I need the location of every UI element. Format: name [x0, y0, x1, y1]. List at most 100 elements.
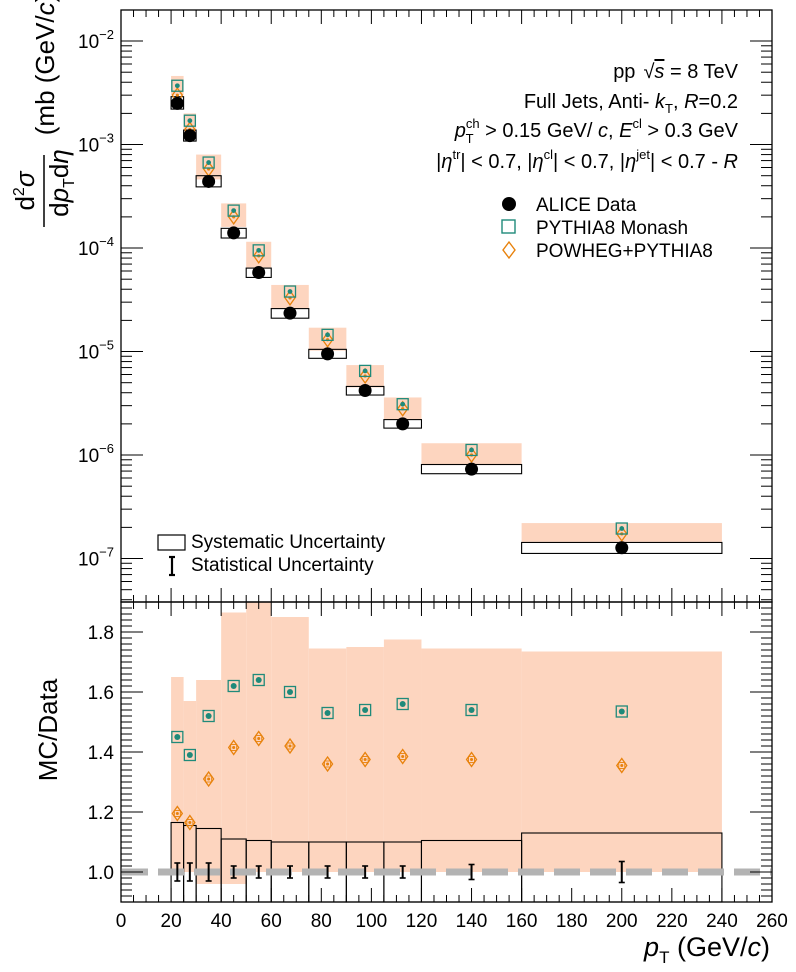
x-tick-label-240: 240	[706, 911, 738, 932]
top-data-point-10	[615, 541, 629, 555]
top-monash-marker-10	[615, 522, 628, 535]
ratio-powheg-dot-7	[363, 758, 367, 761]
ratio-powheg-dot-5	[288, 744, 292, 748]
top-y-tick-label-3: 10−5	[78, 338, 114, 364]
top-monash-dot-9	[469, 447, 474, 453]
ratio-y-tick-label-1.6: 1.6	[88, 683, 114, 704]
top-monash-marker-4	[252, 244, 265, 257]
legend-sys-box	[157, 534, 186, 551]
top-data-point-5	[283, 306, 297, 320]
legend-stat-label: Statistical Uncertainty	[191, 555, 374, 576]
legend-alice-label: ALICE Data	[536, 195, 637, 216]
ratio-y-tick-label-1.0: 1.0	[88, 863, 114, 884]
ratio-y-axis-label: MC/Data	[33, 678, 63, 781]
top-monash-marker-3	[227, 204, 240, 217]
ratio-y-tick-label-1.8: 1.8	[88, 623, 114, 644]
top-monash-dot-4	[256, 247, 262, 253]
top-data-point-6	[321, 347, 335, 361]
top-powheg-marker-7	[359, 367, 371, 385]
top-data-point-0	[170, 96, 184, 110]
ratio-powheg-box-10	[618, 762, 626, 769]
ratio-monash-marker-1	[183, 748, 197, 762]
ratio-powheg-dot-0	[175, 812, 179, 815]
top-monash-dot-1	[187, 118, 193, 124]
legend-powheg-label: POWHEG+PYTHIA8	[536, 241, 713, 262]
annotation-energy: pp √s = 8 TeV	[613, 61, 738, 83]
legend-monash-marker	[501, 219, 516, 234]
top-monash-dot-10	[619, 526, 625, 531]
ratio-monash-marker-6	[321, 706, 334, 720]
x-tick-label-60: 60	[261, 911, 282, 932]
ratio-monash-marker-4	[252, 673, 265, 687]
top-monash-dot-8	[400, 401, 406, 407]
svg-text:d2σ: d2σ	[10, 170, 40, 210]
top-data-point-7	[358, 384, 372, 398]
ratio-powheg-box-2	[205, 775, 213, 783]
ratio-powheg-box-5	[286, 742, 294, 750]
top-data-point-9	[465, 462, 479, 476]
ratio-monash-dot-7	[362, 707, 369, 713]
top-powheg-marker-6	[321, 331, 334, 348]
top-data-point-1	[183, 129, 197, 143]
annotation-jets: Full Jets, Anti- kT, R=0.2	[524, 91, 738, 116]
top-monash-marker-1	[183, 114, 197, 127]
top-powheg-marker-3	[227, 208, 240, 226]
ratio-monash-dot-5	[287, 689, 294, 695]
top-monash-marker-2	[202, 156, 215, 169]
tick-labels: 0 20 40 60 80 100 120 140 160 180 200 220 240 260 10−2…	[78, 27, 788, 932]
top-data-point-4	[252, 266, 266, 280]
ratio-powheg-box-1	[186, 819, 194, 826]
top-monash-dot-3	[231, 208, 237, 214]
ratio-powheg-dot-4	[257, 737, 261, 740]
top-monash-dot-7	[362, 368, 368, 374]
top-monash-dot-6	[325, 332, 330, 338]
x-tick-label-160: 160	[506, 911, 538, 932]
top-data-point-2	[202, 174, 216, 188]
top-powheg-marker-5	[284, 289, 296, 306]
top-monash-marker-7	[358, 364, 372, 378]
ratio-powheg-box-9	[468, 756, 475, 763]
ratio-powheg-dot-9	[470, 758, 474, 761]
ratio-monash-dot-6	[324, 710, 331, 716]
x-axis-label: pT (GeV/c)	[643, 932, 770, 967]
top-monash-marker-5	[283, 285, 297, 298]
top-monash-marker-8	[396, 398, 409, 411]
ratio-monash-dot-0	[174, 734, 181, 740]
legend-sys-label: Systematic Uncertainty	[191, 532, 386, 553]
ratio-powheg-dot-6	[326, 762, 330, 766]
ratio-theory-bands	[171, 602, 722, 884]
ratio-monash-marker-2	[202, 709, 215, 723]
top-y-tick-label-4: 10−6	[78, 441, 114, 467]
legend-monash-label: PYTHIA8 Monash	[536, 218, 688, 239]
svg-text:dpTdη: dpTdη	[44, 149, 78, 217]
x-tick-label-40: 40	[211, 911, 232, 932]
top-powheg-marker-9	[465, 446, 478, 464]
top-band-3	[221, 203, 247, 227]
ratio-monash-marker-10	[615, 705, 628, 718]
ratio-markers	[171, 673, 628, 884]
x-tick-label-180: 180	[556, 911, 588, 932]
ratio-powheg-box-3	[230, 744, 238, 751]
ratio-y-tick-label-1.2: 1.2	[88, 803, 114, 824]
ratio-monash-dot-2	[205, 713, 212, 719]
x-tick-label-80: 80	[311, 911, 332, 932]
ratio-monash-dot-4	[255, 677, 262, 683]
ratio-monash-dot-10	[618, 708, 625, 715]
ratio-band-1	[183, 701, 197, 872]
top-data-point-8	[396, 417, 410, 431]
ratio-powheg-dot-3	[232, 746, 236, 749]
ratio-powheg-box-0	[173, 810, 181, 817]
annotation-cuts: pch T > 0.15 GeV/ c, Ecl > 0.3 GeV	[454, 116, 739, 146]
top-powheg-marker-10	[615, 525, 628, 543]
ratio-monash-dot-3	[230, 683, 237, 689]
ratio-powheg-box-6	[324, 760, 332, 768]
x-tick-label-140: 140	[456, 911, 488, 932]
ratio-monash-marker-7	[358, 703, 372, 717]
x-tick-label-120: 120	[406, 911, 438, 932]
legend-models: ALICE Data PYTHIA8 Monash POWHEG+PYTHIA8	[501, 195, 713, 262]
top-y-tick-label-2: 10−4	[78, 234, 114, 260]
x-tick-label-100: 100	[356, 911, 388, 932]
ratio-band-10	[521, 651, 722, 872]
x-tick-label-0: 0	[116, 911, 127, 932]
ratio-powheg-dot-1	[188, 821, 192, 824]
